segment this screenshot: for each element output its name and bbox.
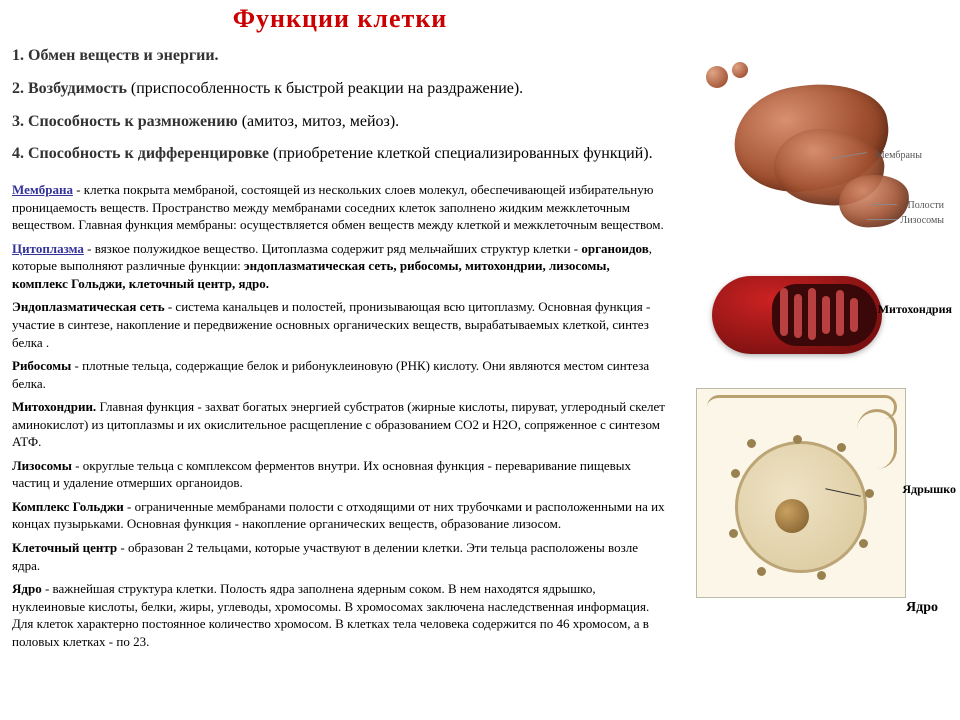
mito-crista [808,288,816,340]
para-mitochondria: Митохондрии. Главная функция - захват бо… [12,398,668,451]
text: - важнейшая структура клетки. Полость яд… [12,581,649,649]
term-cytoplasm: Цитоплазма [12,241,84,256]
mito-inner [772,284,877,346]
vesicle-icon [706,66,728,88]
figure-nucleus: Ядрышко Ядро [694,386,952,616]
para-er: Эндоплазматическая сеть - система каналь… [12,298,668,351]
para-ribosomes: Рибосомы - плотные тельца, содержащие бе… [12,357,668,392]
text: - округлые тельца с комплексом ферментов… [12,458,631,491]
nuclear-pore-icon [817,571,826,580]
function-bold: 3. Способность к размножению [12,113,238,130]
para-membrane: Мембрана - клетка покрыта мембраной, сос… [12,181,668,234]
mito-crista [794,294,802,338]
label-lysosomes: Лизосомы [900,215,944,226]
bold-lys: Лизосомы [12,458,72,473]
para-cytoplasm: Цитоплазма - вязкое полужидкое вещество.… [12,240,668,293]
bold-center: Клеточный центр [12,540,117,555]
figure-membrane: Мембраны Полости Лизосомы [694,60,952,240]
label-nucleus: Ядро [906,600,938,616]
label-mitochondrion: Митохондрия [878,302,952,317]
label-nucleolus: Ядрышко [902,482,956,497]
figure-mitochondrion: Митохондрия [694,258,952,368]
vesicle-icon [732,62,748,78]
leader-line [867,219,897,220]
nuclear-pore-icon [793,435,802,444]
mito-crista [780,288,788,336]
mito-crista [836,290,844,336]
text: - вязкое полужидкое вещество. Цитоплазма… [84,241,581,256]
nucleolus [775,499,809,533]
nucleus-frame [696,388,906,598]
nuclear-pore-icon [865,489,874,498]
label-membrane: Мембраны [876,150,922,161]
bold-golgi: Комплекс Гольджи [12,499,124,514]
function-item-3: 3. Способность к размножению (амитоз, ми… [12,110,668,135]
bold-er: Эндоплазматическая сеть [12,299,165,314]
function-item-4: 4. Способность к дифференцировке (приобр… [12,142,668,167]
nuclear-pore-icon [837,443,846,452]
body-text: Мембрана - клетка покрыта мембраной, сос… [12,181,668,650]
bold-rib: Рибосомы [12,358,71,373]
figures-column: Мембраны Полости Лизосомы Митохондрия [694,60,952,616]
bold-mito: Митохондрии. [12,399,96,414]
term-membrane: Мембрана [12,182,73,197]
er-tube [857,409,897,469]
text: Главная функция - захват богатых энергие… [12,399,665,449]
main-content: 1. Обмен веществ и энергии. 2. Возбудимо… [0,44,680,650]
bold-organoid: органоидов [581,241,648,256]
nuclear-pore-icon [757,567,766,576]
function-bold: 4. Способность к дифференцировке [12,145,269,162]
label-cavities: Полости [908,200,945,211]
function-bold: 2. Возбудимость [12,80,127,97]
para-golgi: Комплекс Гольджи - ограниченные мембрана… [12,498,668,533]
function-item-1: 1. Обмен веществ и энергии. [12,44,668,69]
text: - клетка покрыта мембраной, состоящей из… [12,182,664,232]
function-item-2: 2. Возбудимость (приспособленность к быс… [12,77,668,102]
nuclear-pore-icon [729,529,738,538]
bold-nucleus: Ядро [12,581,42,596]
functions-list: 1. Обмен веществ и энергии. 2. Возбудимо… [12,44,668,167]
mito-outer [712,276,882,354]
function-rest: (амитоз, митоз, мейоз). [238,113,399,130]
nuclear-pore-icon [731,469,740,478]
para-nucleus: Ядро - важнейшая структура клетки. Полос… [12,580,668,650]
function-rest: (приспособленность к быстрой реакции на … [127,80,523,97]
function-bold: 1. Обмен веществ и энергии. [12,47,219,64]
para-center: Клеточный центр - образован 2 тельцами, … [12,539,668,574]
para-lysosomes: Лизосомы - округлые тельца с комплексом … [12,457,668,492]
mito-crista [850,298,858,332]
mito-crista [822,296,830,334]
text: - плотные тельца, содержащие белок и риб… [12,358,649,391]
page-title: Функции клетки [0,0,680,44]
nuclear-pore-icon [747,439,756,448]
leader-line [872,204,897,205]
function-rest: (приобретение клеткой специализированных… [269,145,653,162]
nuclear-pore-icon [859,539,868,548]
